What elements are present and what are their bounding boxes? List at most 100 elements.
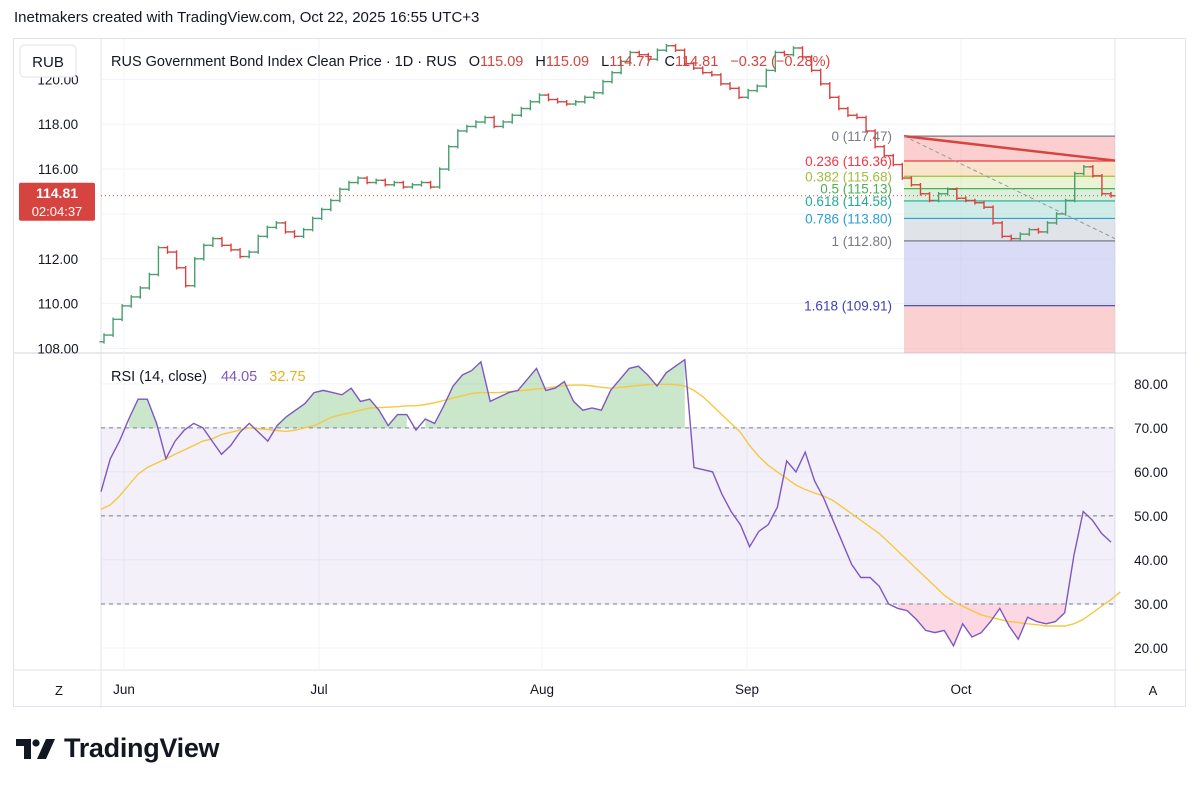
price-candle — [126, 295, 136, 308]
price-tick-label: 118.00 — [38, 117, 78, 132]
price-candle — [816, 68, 826, 86]
price-candle — [553, 97, 563, 104]
rsi-legend-value: 44.05 — [221, 369, 257, 385]
price-candle — [1033, 227, 1043, 234]
fib-level-label: 0 (117.47) — [831, 129, 892, 144]
tradingview-logo[interactable]: TradingView — [16, 733, 220, 764]
rsi-reference-lines — [101, 427, 1115, 605]
price-candle — [897, 162, 907, 180]
price-candle — [852, 113, 862, 120]
chart-container[interactable]: 0 (117.47) 0.236 (116.36) 0.382 (115.68) 0.… — [13, 38, 1187, 708]
price-candle — [961, 196, 971, 203]
auto-scale-button-left[interactable]: Z — [44, 677, 74, 703]
rsi-legend[interactable]: RSI (14, close) 44.05 32.75 — [111, 369, 306, 385]
price-candle — [870, 129, 880, 149]
price-candle — [335, 187, 345, 203]
fib-retracement[interactable]: 0 (117.47)0.236 (116.36)0.382 (115.68)0.… — [804, 129, 1115, 353]
bottom-right-button-label[interactable]: A — [1149, 683, 1158, 698]
price-candle — [743, 88, 753, 100]
price-candle — [861, 115, 871, 133]
price-candle — [952, 187, 962, 201]
time-tick-label: Aug — [530, 682, 554, 697]
price-candle — [934, 191, 944, 203]
tradingview-logo-icon — [16, 738, 55, 759]
price-candle — [199, 243, 209, 261]
price-candle — [906, 176, 916, 187]
time-tick-label: Oct — [950, 682, 971, 697]
price-candle — [317, 207, 327, 221]
price-candle — [825, 82, 835, 100]
auto-scale-button-right[interactable]: A — [1138, 677, 1168, 703]
price-candle — [389, 180, 399, 187]
price-candle — [589, 91, 599, 100]
price-candle — [979, 200, 989, 210]
price-candle — [888, 153, 898, 167]
fib-zone — [904, 240, 1115, 306]
price-candle — [707, 70, 717, 77]
price-candle — [997, 221, 1007, 239]
legend-close-value: 114.81 — [675, 54, 718, 70]
fib-zone — [904, 218, 1115, 241]
legend-low-label: L — [601, 54, 609, 70]
rsi-axis[interactable]: 20.00 30.00 40.00 50.00 60.00 70.00 80.00 — [1134, 377, 1168, 656]
price-candle — [834, 95, 844, 111]
price-candle — [698, 66, 708, 75]
price-candle — [970, 198, 980, 205]
price-candle — [1006, 234, 1016, 241]
symbol-button[interactable]: RUB — [19, 44, 77, 78]
price-candle — [153, 245, 163, 277]
time-axis[interactable]: Jun Jul Aug Sep Oct — [113, 682, 972, 697]
price-candle — [453, 129, 463, 149]
price-candle — [734, 86, 744, 100]
fib-zone — [904, 176, 1115, 189]
legend-symbol-name[interactable]: RUS Government Bond Index Clean Price · … — [111, 54, 457, 70]
price-candle — [1079, 165, 1089, 176]
bar-countdown: 02:04:37 — [32, 204, 83, 219]
price-candle — [462, 124, 472, 133]
price-candle — [516, 106, 526, 118]
chart-attribution: Inetmakers created with TradingView.com,… — [14, 9, 480, 26]
fib-level-label: 0.786 (113.80) — [805, 211, 892, 226]
trend-line[interactable] — [903, 134, 1116, 162]
rsi-tick-label: 50.00 — [1134, 509, 1168, 524]
price-candle — [489, 115, 499, 129]
price-candle — [407, 182, 417, 189]
price-candle — [1097, 174, 1107, 196]
price-candle — [689, 61, 699, 70]
price-candle — [244, 250, 254, 259]
legend-change: −0.32 (−0.28%) — [730, 54, 830, 70]
bottom-left-button-label[interactable]: Z — [55, 683, 63, 698]
main-legend[interactable]: RUS Government Bond Index Clean Price · … — [111, 54, 830, 70]
price-candle — [190, 257, 200, 288]
price-candle — [416, 180, 427, 187]
price-candle — [398, 180, 408, 189]
chart-svg[interactable]: 0 (117.47)0.236 (116.36)0.382 (115.68)0.… — [14, 39, 1187, 708]
price-candle — [725, 82, 735, 91]
price-candle — [253, 234, 263, 254]
rsi-tick-label: 30.00 — [1134, 597, 1168, 612]
price-candle — [770, 50, 780, 73]
price-candle — [1024, 227, 1034, 236]
price-candle — [879, 144, 889, 158]
legend-close-label: C — [665, 54, 675, 70]
price-candle — [598, 79, 608, 95]
rsi-oversold-fill — [897, 603, 1065, 646]
price-candle — [271, 221, 281, 230]
legend-high-label: H — [535, 54, 545, 70]
fib-zone — [904, 200, 1115, 219]
fib-zone — [904, 161, 1115, 177]
price-candle — [289, 230, 300, 239]
price-series — [99, 43, 1116, 344]
fib-level-label: 1.618 (109.91) — [804, 299, 892, 314]
price-candle — [426, 180, 436, 189]
rsi-legend-ma-value: 32.75 — [269, 369, 305, 385]
rsi-legend-name[interactable]: RSI (14, close) — [111, 369, 207, 385]
time-tick-label: Sep — [735, 682, 759, 697]
rsi-ma-line — [100, 383, 1121, 627]
last-price-value: 114.81 — [36, 185, 78, 201]
price-candle — [943, 187, 953, 196]
symbol-button-label[interactable]: RUB — [32, 54, 64, 71]
price-candle — [1015, 232, 1025, 241]
price-candle — [344, 180, 354, 192]
price-grid — [101, 39, 1115, 670]
